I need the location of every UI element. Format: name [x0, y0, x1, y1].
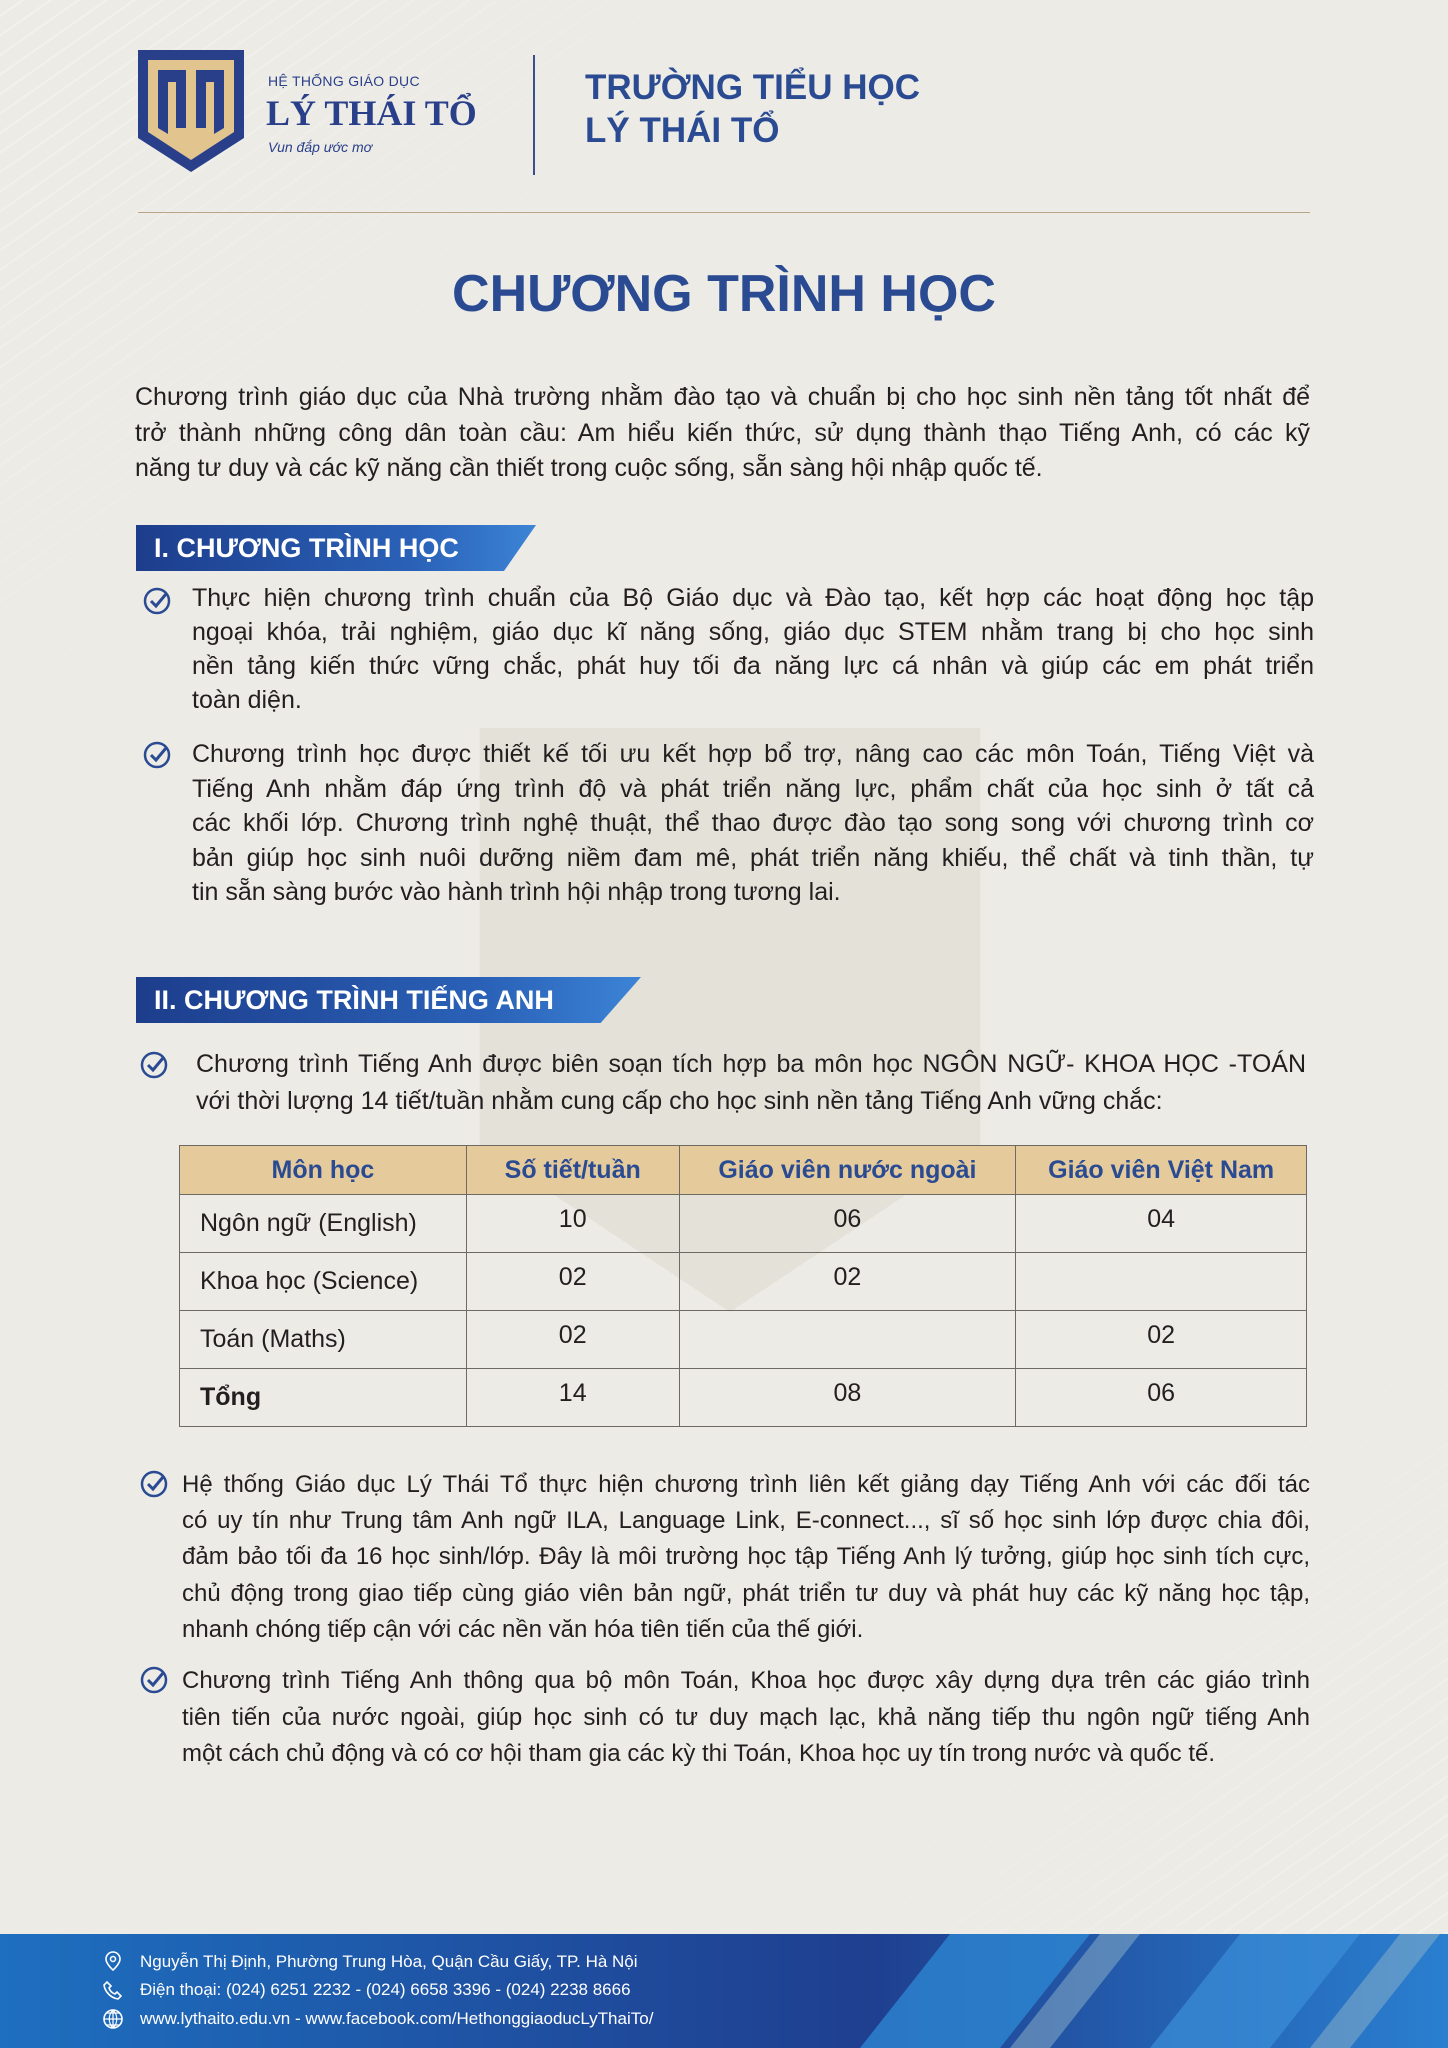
subject-cell: Khoa học (Science)	[179, 1252, 467, 1311]
table-row: Ngôn ngữ (English) 10 06 04	[179, 1194, 1307, 1253]
text-line: Chương trình học được thiết kế tối ưu kế…	[192, 740, 1314, 768]
subject-cell: Ngôn ngữ (English)	[179, 1194, 467, 1253]
check-circle-icon	[140, 1051, 168, 1079]
text-line: năng tư duy và các kỹ năng cần thiết tro…	[135, 454, 1043, 482]
value-cell: 06	[1015, 1368, 1307, 1427]
table-row: Khoa học (Science) 02 02	[179, 1252, 1307, 1311]
header-divider	[533, 55, 535, 175]
subject-cell: Tổng	[179, 1368, 467, 1427]
intro-paragraph: Chương trình giáo dục của Nhà trường nhằ…	[135, 380, 1310, 487]
school-name: TRƯỜNG TIỂU HỌC LÝ THÁI TỔ	[585, 66, 920, 152]
text-line: Chương trình Tiếng Anh được biên soạn tí…	[196, 1050, 1306, 1078]
footer: Nguyễn Thị Định, Phường Trung Hòa, Quận …	[0, 1934, 1448, 2048]
footer-address: Nguyễn Thị Định, Phường Trung Hòa, Quận …	[140, 1952, 638, 1971]
text-line: đảm bảo tối đa 16 học sinh/lớp. Đây là m…	[182, 1543, 1310, 1571]
text-line: Tiếng Anh nhằm đáp ứng trình độ và phát …	[192, 774, 1314, 803]
school-name-line1: TRƯỜNG TIỂU HỌC	[585, 68, 920, 107]
check-circle-icon	[140, 1470, 168, 1498]
value-cell	[678, 1310, 1017, 1369]
globe-icon	[103, 2009, 123, 2029]
footer-phone: Điện thoại: (024) 6251 2232 - (024) 6658…	[140, 1980, 631, 1999]
check-circle-icon	[143, 587, 171, 615]
value-cell: 02	[678, 1252, 1017, 1311]
text-line: ngoại khóa, trải nghiệm, giáo dục kĩ năn…	[192, 618, 1314, 646]
value-cell	[1015, 1252, 1307, 1311]
section2-heading: II. CHƯƠNG TRÌNH TIẾNG ANH	[136, 977, 641, 1023]
column-header: Số tiết/tuần	[465, 1145, 680, 1195]
table-header-row: Môn học Số tiết/tuần Giáo viên nước ngoà…	[179, 1145, 1307, 1195]
text-line: Chương trình Tiếng Anh thông qua bộ môn …	[182, 1667, 1310, 1694]
footer-decoration	[860, 1934, 1440, 2048]
header-rule	[138, 212, 1310, 213]
brand-name: LÝ THÁI TỔ	[266, 93, 477, 133]
section1-heading: I. CHƯƠNG TRÌNH HỌC	[136, 525, 536, 571]
value-cell: 14	[465, 1368, 680, 1427]
section2-bullet-2: Chương trình Tiếng Anh thông qua bộ môn …	[182, 1663, 1310, 1773]
value-cell: 10	[465, 1194, 680, 1253]
table-row: Toán (Maths) 02 02	[179, 1310, 1307, 1369]
school-name-line2: LÝ THÁI TỔ	[585, 111, 780, 150]
text-line: Hệ thống Giáo dục Lý Thái Tổ thực hiện c…	[182, 1471, 1310, 1498]
check-circle-icon	[143, 741, 171, 769]
footer-web: www.lythaito.edu.vn - www.facebook.com/H…	[140, 2009, 654, 2028]
value-cell: 02	[1015, 1310, 1307, 1369]
check-circle-icon	[140, 1666, 168, 1694]
text-line: nền tảng kiến thức vững chắc, phát huy t…	[192, 652, 1314, 680]
text-line: tin sẵn sàng bước vào hành trình hội nhậ…	[192, 878, 841, 906]
text-line: tiên tiến của nước ngoài, giúp học sinh …	[182, 1703, 1310, 1731]
phone-icon	[103, 1980, 123, 2000]
text-line: các khối lớp. Chương trình nghệ thuật, t…	[192, 809, 1314, 837]
value-cell: 02	[465, 1310, 680, 1369]
text-line: toàn diện.	[192, 686, 302, 714]
english-program-table: Môn học Số tiết/tuần Giáo viên nước ngoà…	[179, 1145, 1307, 1427]
text-line: trở thành những công dân toàn cầu: Am hi…	[135, 418, 1310, 447]
value-cell: 06	[678, 1194, 1017, 1253]
brand-system-label: HỆ THỐNG GIÁO DỤC	[268, 73, 420, 89]
page-title: CHƯƠNG TRÌNH HỌC	[452, 265, 996, 323]
column-header: Giáo viên nước ngoài	[678, 1145, 1017, 1195]
text-line: nhanh chóng tiếp cận với các nền văn hóa…	[182, 1615, 864, 1643]
value-cell: 02	[465, 1252, 680, 1311]
text-line: một cách chủ động và có cơ hội tham gia …	[182, 1740, 1216, 1767]
section2-bullet-intro: Chương trình Tiếng Anh được biên soạn tí…	[196, 1046, 1306, 1120]
text-line: Chương trình giáo dục của Nhà trường nhằ…	[135, 383, 1310, 411]
section2-bullet-1: Hệ thống Giáo dục Lý Thái Tổ thực hiện c…	[182, 1467, 1310, 1648]
brand-slogan: Vun đắp ước mơ	[268, 139, 373, 155]
value-cell: 04	[1015, 1194, 1307, 1253]
text-line: bản giúp học sinh nuôi dưỡng niềm đam mê…	[192, 843, 1314, 872]
text-line: có uy tín như Trung tâm Anh ngữ ILA, Lan…	[182, 1507, 1310, 1535]
section1-bullet-2: Chương trình học được thiết kế tối ưu kế…	[192, 737, 1314, 910]
section1-bullet-1: Thực hiện chương trình chuẩn của Bộ Giáo…	[192, 581, 1314, 717]
text-line: chủ động trong giao tiếp cùng giáo viên …	[182, 1579, 1310, 1607]
value-cell: 08	[678, 1368, 1017, 1427]
subject-cell: Toán (Maths)	[179, 1310, 467, 1369]
text-line: Thực hiện chương trình chuẩn của Bộ Giáo…	[192, 584, 1314, 612]
text-line: với thời lượng 14 tiết/tuần nhằm cung cấ…	[196, 1087, 1163, 1115]
school-logo	[138, 50, 244, 172]
column-header: Giáo viên Việt Nam	[1015, 1145, 1307, 1195]
location-icon	[105, 1951, 121, 1972]
table-row: Tổng 14 08 06	[179, 1368, 1307, 1427]
column-header: Môn học	[179, 1145, 467, 1195]
